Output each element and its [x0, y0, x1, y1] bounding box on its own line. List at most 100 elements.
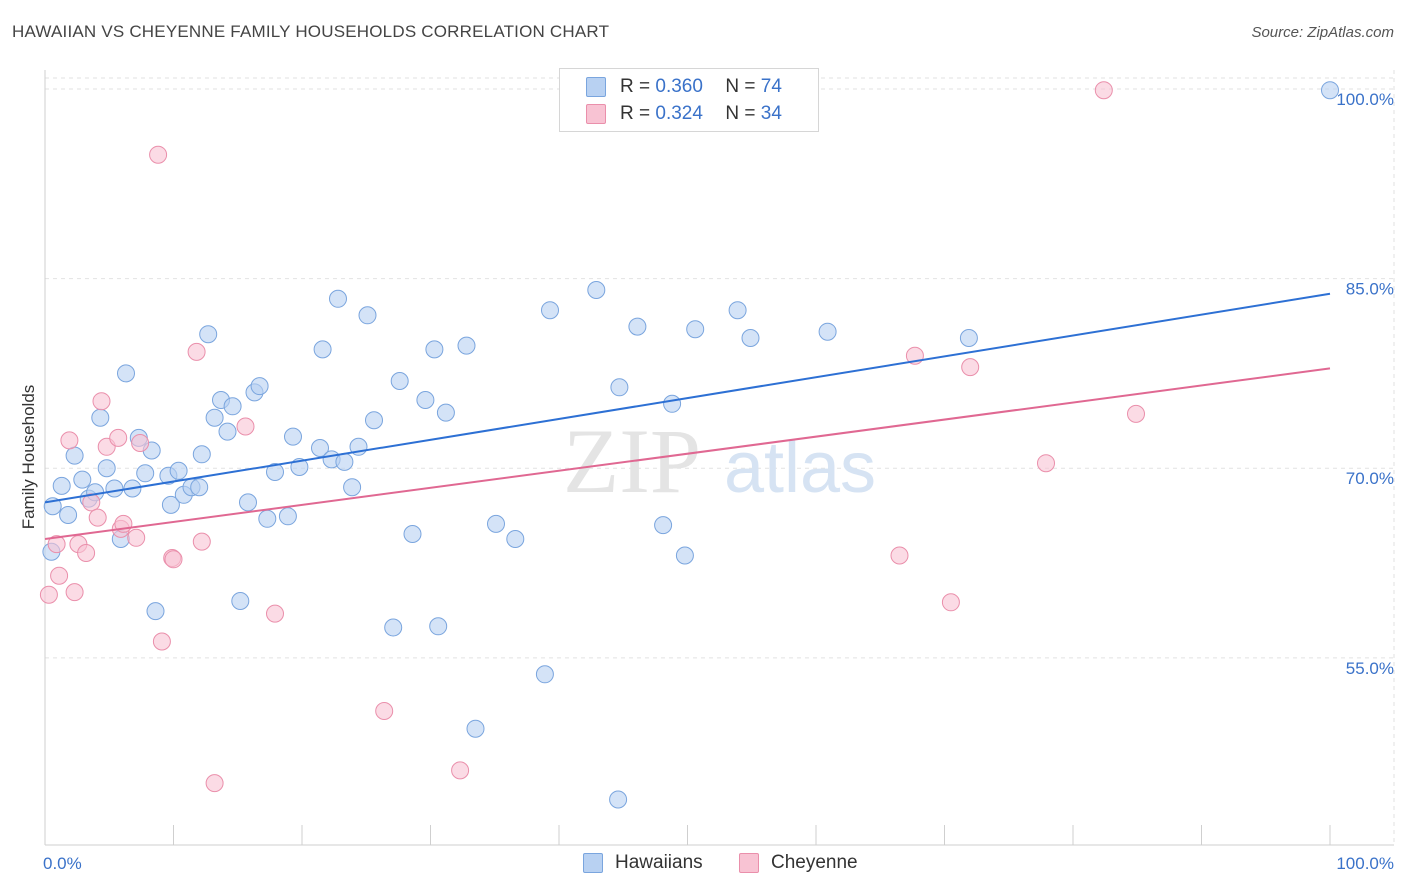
x-tick-label: 100.0% — [1336, 854, 1394, 873]
y-tick-label: 100.0% — [1336, 90, 1394, 109]
hawaiians-point — [425, 340, 444, 359]
hawaiians-point — [959, 329, 978, 347]
hawaiians-point — [73, 470, 92, 489]
hawaiians-point — [105, 479, 124, 498]
hawaiians-point — [466, 719, 485, 738]
cheyenne-points — [39, 81, 1145, 793]
correlation-legend: R = 0.360 N = 74 R = 0.324 N = 34 — [559, 68, 819, 132]
hawaiians-point — [161, 495, 180, 514]
hawaiians-point — [390, 372, 409, 390]
trend-lines — [44, 292, 1331, 541]
cheyenne-point — [1037, 454, 1055, 473]
hawaiians-point — [384, 618, 403, 637]
hawaiians-point — [169, 461, 188, 480]
hawaiians-point — [231, 592, 250, 610]
watermark: ZIP atlas — [563, 410, 876, 512]
hawaiians-point — [416, 391, 435, 409]
cheyenne-point — [266, 604, 284, 623]
hawaiians-point — [358, 306, 377, 325]
cheyenne-point — [187, 342, 206, 361]
hawaiians-point — [818, 322, 837, 341]
hawaiians-point — [218, 422, 237, 441]
legend-label-hawaiians: Hawaiians — [615, 852, 703, 873]
legend-n-value: 34 — [760, 103, 782, 124]
legend-r-label: R = — [620, 76, 651, 97]
hawaiians-point — [65, 446, 84, 465]
hawaiians-point — [609, 790, 628, 809]
y-axis-label: Family Households — [19, 385, 38, 530]
legend-swatch-pink — [586, 104, 606, 124]
hawaiians-point — [365, 411, 383, 430]
cheyenne-point — [77, 544, 96, 562]
cheyenne-point — [941, 593, 960, 612]
hawaiians-point — [587, 281, 606, 299]
legend-row-hawaiians: R = 0.360 N = 74 — [586, 75, 782, 99]
hawaiians-point — [199, 325, 218, 344]
hawaiians-point — [741, 329, 760, 347]
hawaiians-point — [117, 364, 135, 383]
hawaiians-point — [343, 478, 362, 497]
hawaiians-point — [52, 476, 71, 495]
cheyenne-point — [192, 532, 211, 551]
legend-swatch-blue — [586, 77, 606, 97]
hawaiians-point — [675, 546, 694, 565]
legend-r-value: 0.360 — [655, 76, 703, 97]
x-tick-label: 0.0% — [43, 854, 82, 873]
legend-n-value: 74 — [760, 76, 782, 97]
hawaiians-point — [205, 408, 224, 427]
cheyenne-point — [127, 528, 146, 547]
cheyenne-trend-line — [44, 367, 1331, 541]
cheyenne-point — [451, 761, 470, 780]
cheyenne-point — [39, 585, 58, 604]
hawaiians-point — [628, 317, 647, 336]
cheyenne-point — [50, 566, 69, 585]
legend-label-cheyenne: Cheyenne — [771, 852, 858, 873]
hawaiians-point — [535, 665, 554, 684]
hawaiians-point — [311, 439, 329, 457]
cheyenne-point — [152, 632, 171, 651]
series-legend: Hawaiians Cheyenne — [0, 852, 1406, 876]
cheyenne-point — [1094, 81, 1113, 100]
cheyenne-point — [961, 358, 980, 377]
legend-r-value: 0.324 — [655, 103, 703, 124]
hawaiians-point — [278, 507, 297, 526]
cheyenne-point — [131, 434, 150, 452]
hawaiians-point — [429, 617, 448, 636]
hawaiians-point — [728, 301, 747, 320]
hawaiians-point — [97, 459, 116, 478]
cheyenne-point — [92, 392, 111, 411]
hawaiians-trend-line — [44, 292, 1331, 504]
hawaiians-point — [136, 464, 155, 483]
hawaiians-point — [1321, 81, 1339, 100]
hawaiians-point — [313, 340, 332, 359]
hawaiians-point — [457, 336, 476, 355]
hawaiians-point — [146, 602, 165, 621]
cheyenne-point — [890, 546, 909, 565]
hawaiians-point — [335, 452, 354, 471]
cheyenne-point — [205, 774, 224, 793]
legend-r-label: R = — [620, 103, 651, 124]
cheyenne-point — [1127, 404, 1145, 423]
cheyenne-point — [375, 702, 394, 720]
legend-item-hawaiians[interactable]: Hawaiians — [583, 852, 703, 874]
tick-labels: 55.0% 70.0% 85.0% 100.0% 0.0% 100.0% — [43, 90, 1394, 873]
legend-n-label: N = — [725, 76, 756, 97]
chart-title: HAWAIIAN VS CHEYENNE FAMILY HOUSEHOLDS C… — [12, 22, 610, 41]
axes — [44, 70, 1394, 846]
hawaiians-point — [250, 377, 269, 396]
cheyenne-point — [236, 417, 255, 436]
legend-item-cheyenne[interactable]: Cheyenne — [739, 852, 858, 874]
hawaiians-points — [42, 81, 1339, 809]
hawaiians-point — [329, 289, 347, 308]
hawaiians-point — [284, 427, 302, 446]
cheyenne-point — [88, 508, 107, 527]
y-tick-label: 70.0% — [1346, 469, 1394, 488]
hawaiians-point — [686, 320, 705, 339]
hawaiians-point — [436, 403, 455, 422]
cheyenne-point — [60, 431, 79, 450]
y-tick-label: 55.0% — [1346, 659, 1394, 678]
hawaiians-point — [223, 397, 242, 416]
hawaiians-point — [403, 525, 422, 543]
legend-row-cheyenne: R = 0.324 N = 34 — [586, 102, 782, 126]
hawaiians-point — [506, 530, 525, 548]
